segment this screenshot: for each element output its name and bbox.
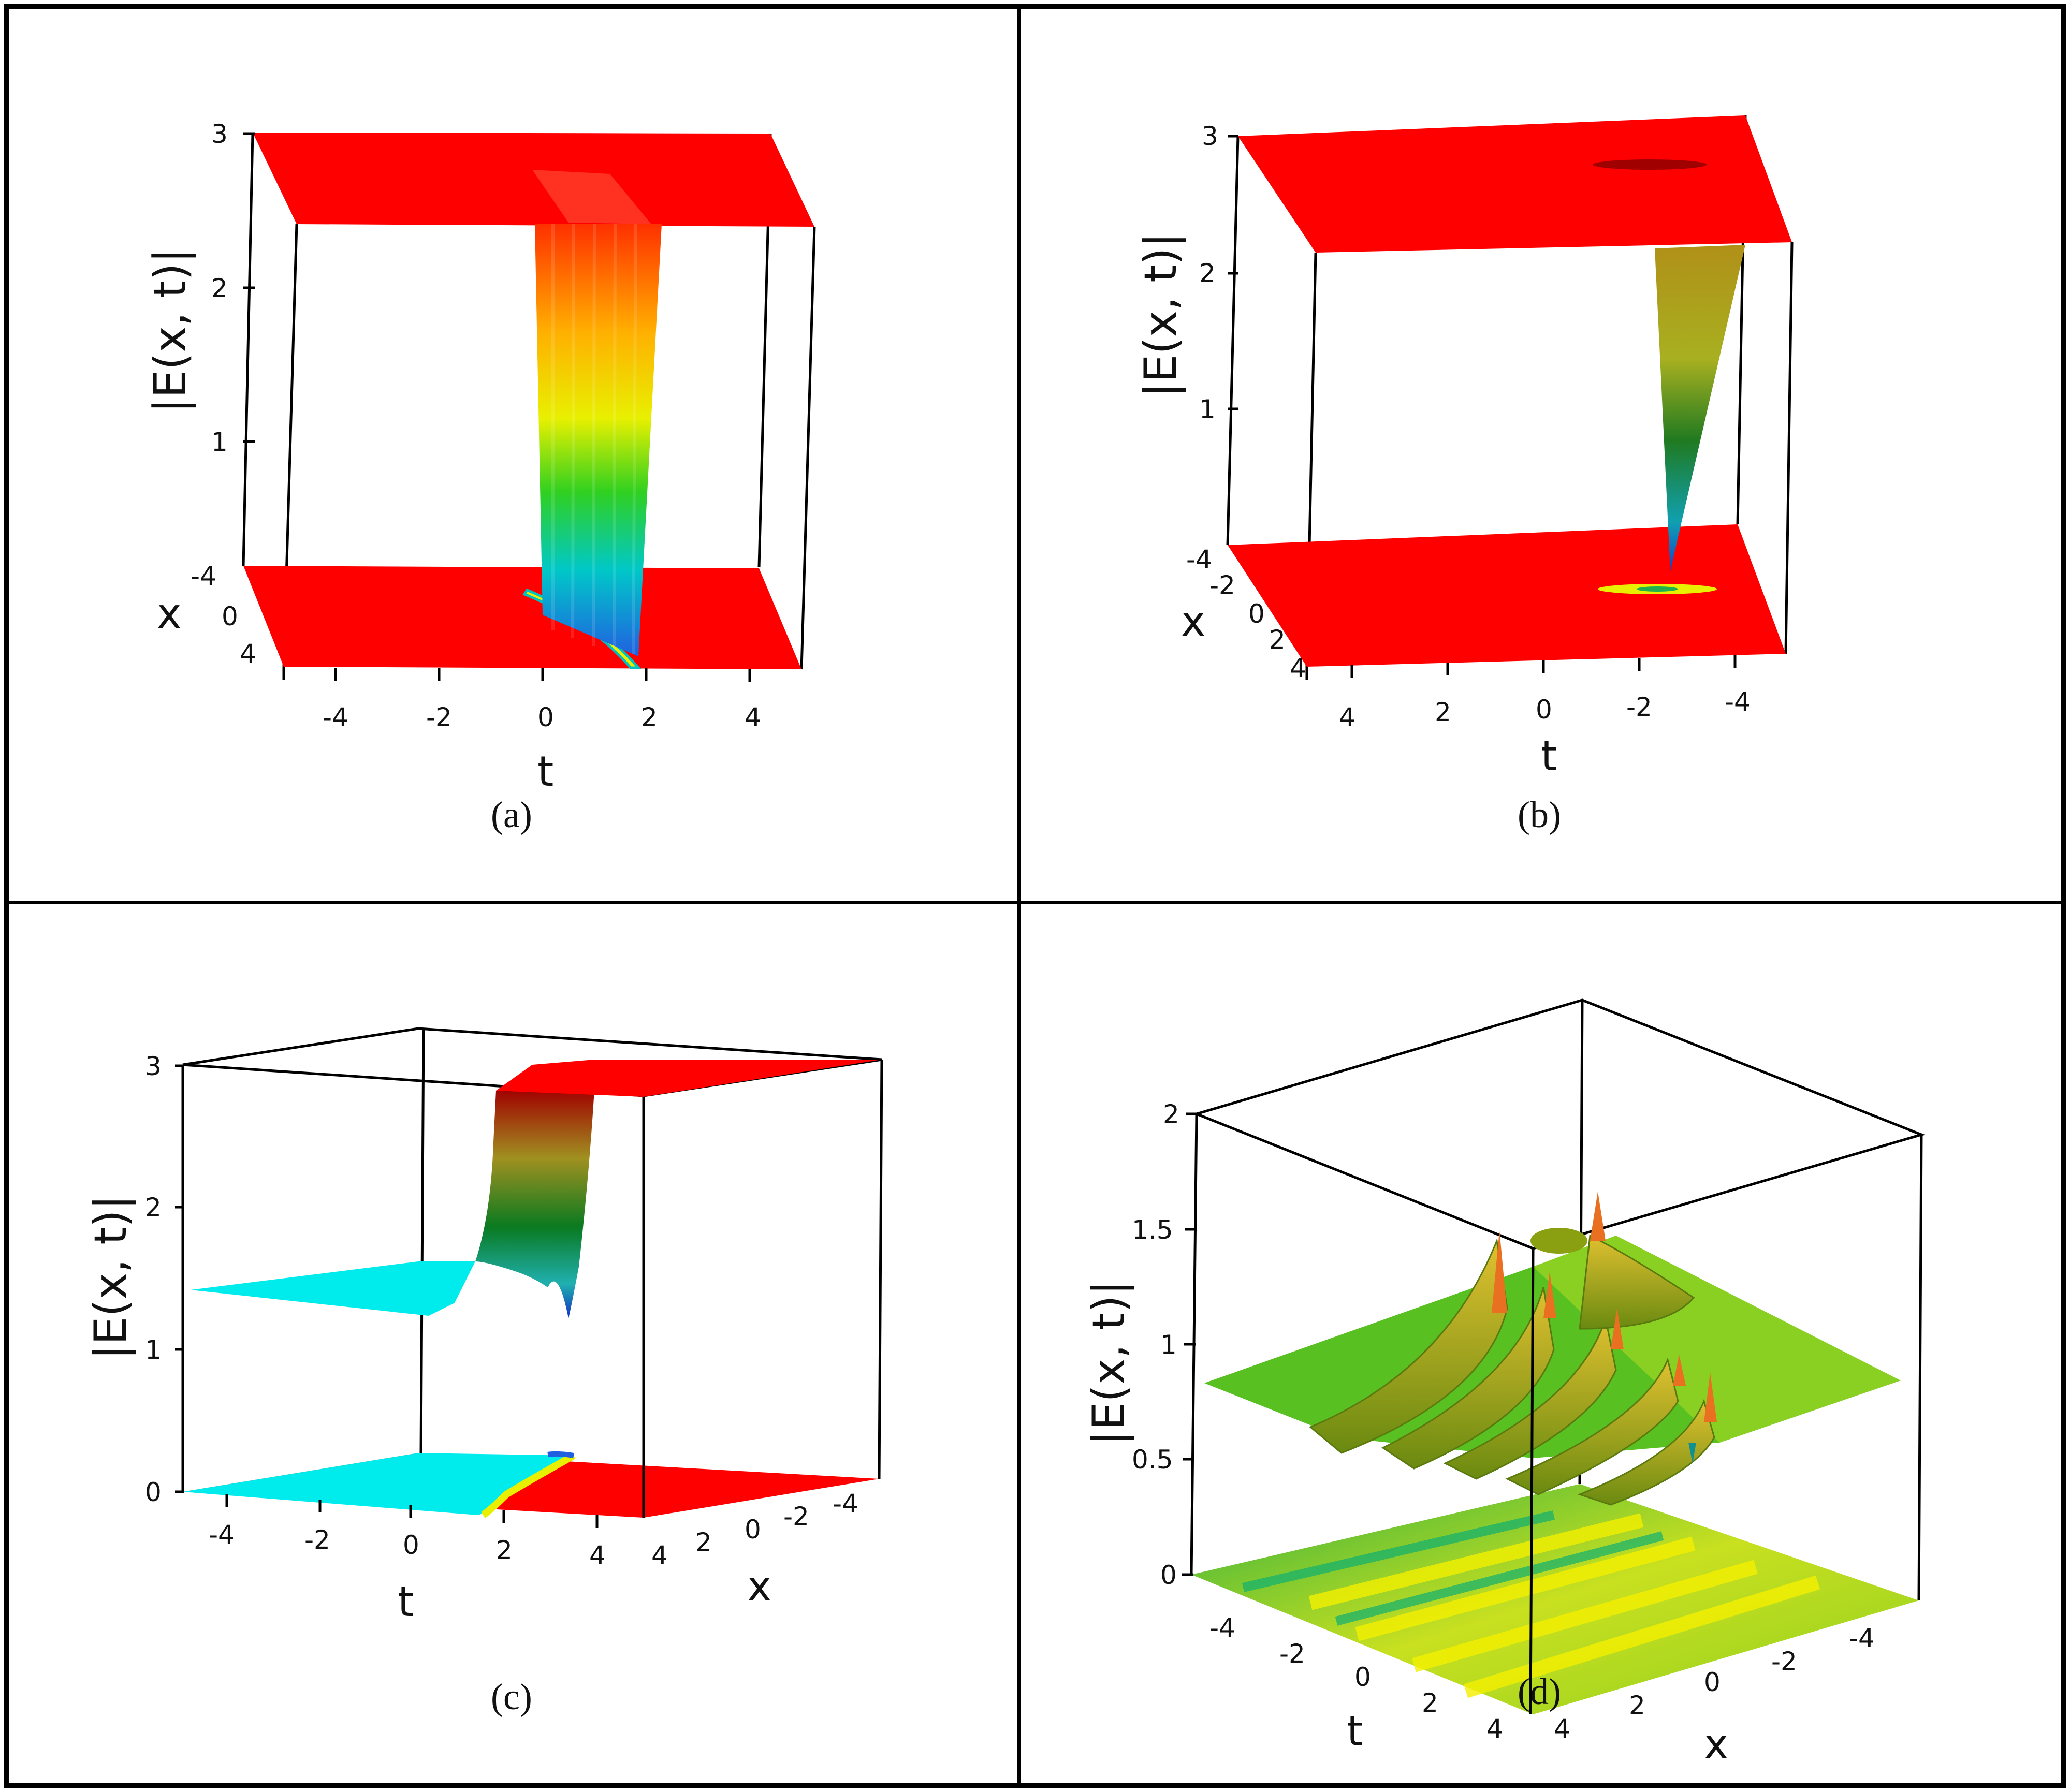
t-tick: -4	[209, 1520, 235, 1550]
z-tick-0: 0	[1160, 1560, 1177, 1590]
z-axis-title: |E(x, t)|	[144, 248, 196, 413]
panel-b-plot: 3 2 1 |E(x, t)| 4 2 0 -2 -4 t -4 -2 0 2 …	[1135, 115, 1794, 835]
t-tick: 0	[403, 1530, 419, 1560]
t-tick: 4	[745, 702, 761, 732]
vertical-divider	[1017, 4, 1021, 1788]
z-tick-2: 2	[1163, 1099, 1179, 1129]
panel-d: 2 1.5 1 0.5 0 |E(x, t)| -4 -2 0 2 4 t 4 …	[1021, 904, 2066, 1788]
panel-a: 3 2 1 |E(x, t)| -4 -2 0 2 4 t -4 0 4 x (…	[9, 9, 1017, 901]
x-tick: -4	[191, 561, 216, 591]
panel-caption: (c)	[491, 1676, 532, 1717]
t-tick: 2	[496, 1535, 513, 1565]
x-tick: 4	[1339, 702, 1355, 732]
t-tick: 2	[641, 702, 658, 732]
x-tick: 2	[1629, 1691, 1645, 1721]
bottom-plane	[243, 566, 801, 669]
x-tick: 4	[240, 639, 256, 669]
x-tick: 0	[1704, 1667, 1721, 1697]
z-tick-0.5: 0.5	[1132, 1445, 1173, 1475]
panel-c-plot: 3 2 1 0 |E(x, t)| -4 -2 0 2 4 t 4 2 0 -2…	[85, 1027, 883, 1717]
x-tick: 4	[1554, 1714, 1570, 1744]
z-tick-1: 1	[1199, 394, 1216, 424]
peaks	[1492, 1192, 1717, 1422]
t-tick: -2	[304, 1525, 330, 1555]
z-tick-3: 3	[145, 1051, 162, 1081]
x-axis-title: x	[1704, 1720, 1728, 1768]
soliton-wall	[535, 224, 662, 656]
bottom-plane	[1228, 524, 1786, 667]
t-tick: 2	[1422, 1688, 1438, 1718]
x-tick: 0	[222, 601, 238, 631]
x-tick: -2	[1771, 1647, 1797, 1677]
cyan-plateau	[191, 1261, 475, 1316]
t-tick: 4	[1486, 1714, 1503, 1744]
panel-b: 3 2 1 |E(x, t)| 4 2 0 -2 -4 t -4 -2 0 2 …	[1021, 9, 2066, 901]
panel-a-plot: 3 2 1 |E(x, t)| -4 -2 0 2 4 t -4 0 4 x (…	[144, 119, 816, 835]
x-tick: -4	[1725, 687, 1751, 717]
kink-wall	[475, 1090, 594, 1318]
t-tick: 4	[589, 1540, 606, 1570]
figure-frame	[4, 4, 2066, 1788]
ridges	[1309, 1234, 1715, 1506]
t-axis-title: t	[398, 1578, 414, 1626]
z-tick-0: 0	[145, 1477, 162, 1507]
z-tick-1: 1	[1160, 1330, 1177, 1360]
t-tick: -4	[1186, 545, 1212, 575]
x-tick: 0	[1536, 695, 1552, 725]
x-tick: -4	[1849, 1623, 1875, 1653]
x-tick: 2	[1435, 697, 1451, 727]
x-tick: 4	[651, 1540, 668, 1570]
x-tick: 0	[745, 1515, 761, 1545]
z-tick-1.5: 1.5	[1132, 1215, 1173, 1245]
t-tick: -2	[1279, 1639, 1305, 1669]
x-axis-title: x	[747, 1562, 771, 1610]
panel-caption: (d)	[1518, 1671, 1561, 1712]
t-tick: 0	[1248, 599, 1265, 629]
t-tick: -4	[1209, 1613, 1235, 1643]
t-tick: -2	[426, 702, 452, 732]
z-axis-title: |E(x, t)|	[1083, 1280, 1135, 1445]
panel-caption: (b)	[1518, 794, 1561, 835]
dip-cone	[1655, 245, 1745, 571]
z-tick-1: 1	[145, 1335, 162, 1365]
z-tick-3: 3	[211, 119, 228, 149]
x-tick: -2	[1626, 692, 1652, 722]
z-tick-2: 2	[1199, 258, 1216, 288]
t-axis-title: t	[537, 747, 553, 796]
top-plateau	[1238, 115, 1792, 253]
t-tick: 2	[1269, 625, 1286, 655]
z-tick-2: 2	[145, 1193, 162, 1223]
t-axis-title: x	[1181, 597, 1205, 645]
z-axis-title: |E(x, t)|	[1135, 232, 1187, 398]
z-tick-2: 2	[211, 273, 228, 303]
t-tick: 4	[1290, 653, 1306, 683]
z-axis-title: |E(x, t)|	[85, 1195, 137, 1360]
x-tick: -2	[783, 1502, 809, 1532]
z-tick-1: 1	[211, 427, 228, 457]
t-tick: -2	[1209, 570, 1235, 600]
x-axis-title: x	[157, 590, 181, 638]
floor-projection	[1191, 1484, 1919, 1714]
panel-caption: (a)	[491, 794, 532, 835]
z-tick-3: 3	[1202, 121, 1218, 151]
x-axis-title: t	[1541, 732, 1557, 780]
t-axis-title: t	[1347, 1707, 1363, 1755]
top-plateau	[253, 133, 814, 227]
x-tick: -4	[833, 1489, 858, 1519]
x-tick: 2	[695, 1527, 712, 1558]
panel-c: 3 2 1 0 |E(x, t)| -4 -2 0 2 4 t 4 2 0 -2…	[9, 904, 1017, 1788]
t-tick: -4	[323, 702, 348, 732]
panel-d-plot: 2 1.5 1 0.5 0 |E(x, t)| -4 -2 0 2 4 t 4 …	[1083, 998, 1926, 1768]
red-plateau	[496, 1060, 882, 1097]
t-tick: 0	[537, 702, 554, 732]
t-tick: 0	[1354, 1662, 1371, 1692]
horizontal-divider	[4, 901, 2066, 904]
